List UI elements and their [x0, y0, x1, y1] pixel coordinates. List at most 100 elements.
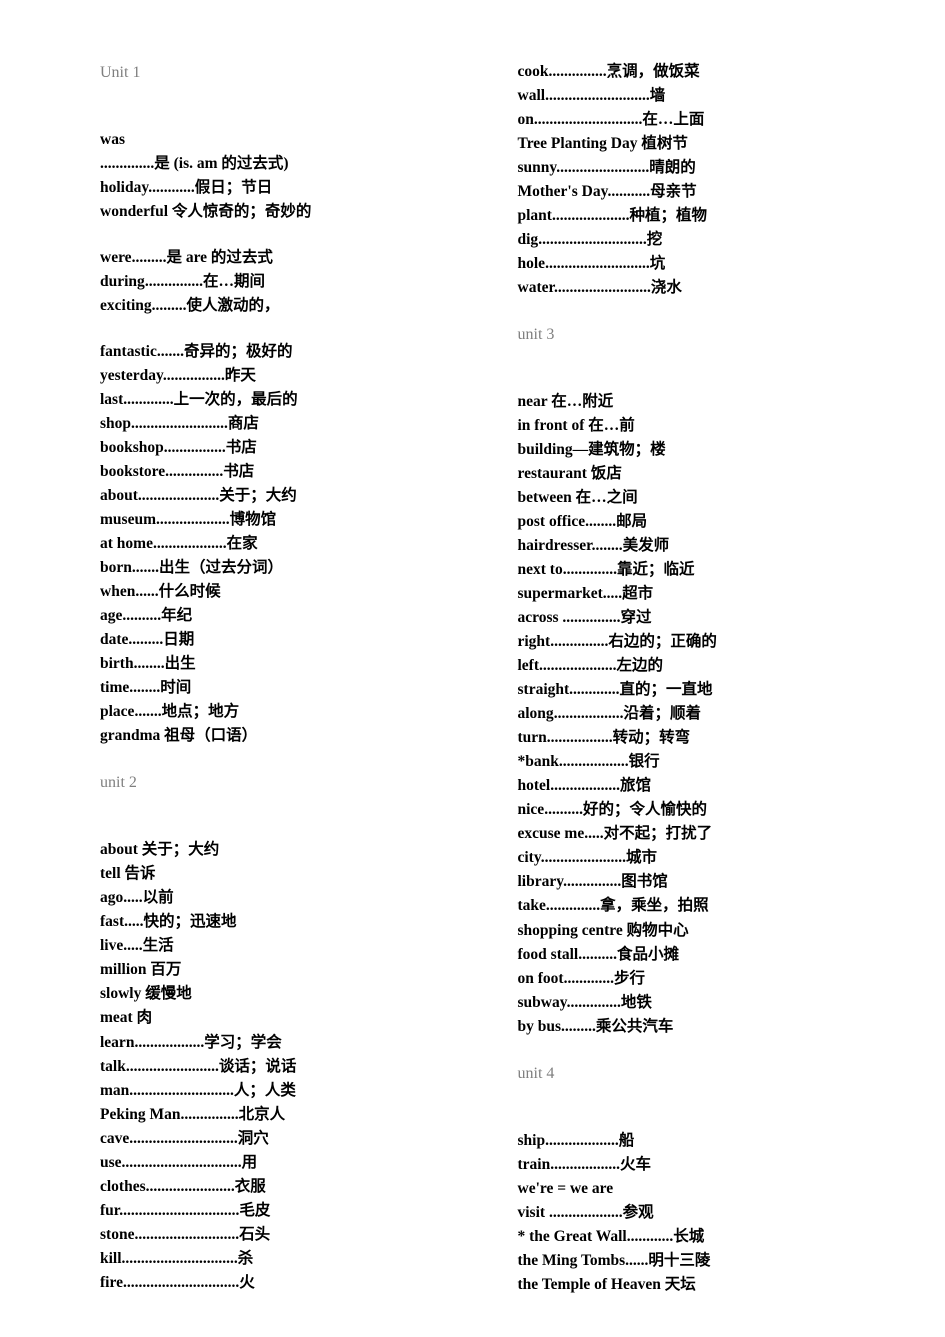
dots: ............................... [119, 1202, 239, 1219]
dots: ........ [585, 513, 616, 530]
vocab-word: along [518, 705, 554, 722]
spacer [100, 318, 478, 340]
vocab-definition: 百万 [150, 961, 181, 978]
dots: — [573, 441, 589, 458]
dots: .................... [552, 207, 630, 224]
vocab-entry: Peking Man...............北京人 [100, 1103, 478, 1127]
dots: ......................... [131, 415, 228, 432]
vocab-definition: 购物中心 [627, 922, 689, 939]
vocab-definition: 书店 [226, 439, 257, 456]
vocab-definition: 美发师 [623, 537, 670, 554]
dots: ..... [584, 825, 603, 842]
vocab-entry: fantastic.......奇异的；极好的 [100, 340, 478, 364]
vocab-definition: 肉 [137, 1009, 153, 1026]
vocab-entry: cave............................洞穴 [100, 1127, 478, 1151]
vocab-definition: 长城 [673, 1228, 704, 1245]
dots: ............ [148, 179, 195, 196]
dots: ............... [181, 1106, 239, 1123]
vocab-word: time [100, 679, 129, 696]
dots: ............. [564, 970, 614, 987]
vocab-entry: fur...............................毛皮 [100, 1199, 478, 1223]
vocab-entry: library...............图书馆 [518, 870, 896, 894]
vocab-definition: 北京人 [239, 1106, 286, 1123]
vocab-entry: kill..............................杀 [100, 1247, 478, 1271]
vocab-word: straight [518, 681, 570, 698]
dots: ........ [134, 655, 165, 672]
vocab-definition: 乘公共汽车 [596, 1018, 674, 1035]
unit-header: Unit 1 [100, 64, 478, 82]
vocab-entry: straight.............直的；一直地 [518, 678, 896, 702]
dots: ........................... [545, 255, 650, 272]
vocab-word: wonderful [100, 203, 168, 220]
dots: .................. [134, 1034, 204, 1051]
vocab-word: fire [100, 1274, 123, 1291]
spacer [518, 1039, 896, 1061]
vocab-entry: exciting.........使人激动的， [100, 294, 478, 318]
dots: ..................... [138, 487, 219, 504]
vocab-word: exciting [100, 297, 152, 314]
vocab-word: when [100, 583, 135, 600]
vocab-definition: 在家 [227, 535, 258, 552]
vocab-entry: when......什么时候 [100, 580, 478, 604]
vocab-word: about [100, 487, 138, 504]
vocab-entry: holiday............假日；节日 [100, 176, 478, 200]
vocab-word: turn [518, 729, 547, 746]
vocab-definition: 挖 [647, 231, 663, 248]
vocab-entry: left....................左边的 [518, 654, 896, 678]
vocab-definition: 是 are 的过去式 [166, 249, 272, 266]
dots: ...... [135, 583, 158, 600]
vocab-entry: nice..........好的；令人愉快的 [518, 798, 896, 822]
spacer [100, 224, 478, 246]
vocab-definition: 左边的 [617, 657, 664, 674]
spacer [518, 368, 896, 390]
vocab-entry: fast.....快的；迅速地 [100, 910, 478, 934]
dots: ........................... [134, 1226, 239, 1243]
dots: ............. [123, 391, 173, 408]
vocab-word: nice [518, 801, 545, 818]
vocab-word: was [100, 131, 125, 148]
vocab-entry: supermarket.....超市 [518, 582, 896, 606]
vocab-definition: 关于；大约 [142, 841, 220, 858]
vocab-definition: 坑 [650, 255, 666, 272]
vocab-definition: 在…上面 [642, 111, 704, 128]
vocab-word: excuse me [518, 825, 585, 842]
dots: .................. [550, 777, 620, 794]
vocab-definition: 日期 [163, 631, 194, 648]
vocab-definition: 洞穴 [238, 1130, 269, 1147]
dots: ............... [549, 63, 607, 80]
vocab-word: * the Great Wall [518, 1228, 627, 1245]
vocab-definition: 浇水 [651, 279, 682, 296]
dots: .......... [544, 801, 583, 818]
vocab-definition: 墙 [650, 87, 666, 104]
vocab-word: talk [100, 1058, 126, 1075]
vocab-word: last [100, 391, 123, 408]
dots: .................. [554, 705, 624, 722]
dots: ............ [627, 1228, 674, 1245]
vocab-entry: along..................沿着；顺着 [518, 702, 896, 726]
vocab-word: dig [518, 231, 539, 248]
vocab-entry: born.......出生（过去分词） [100, 556, 478, 580]
vocab-definition: 令人惊奇的；奇妙的 [172, 203, 312, 220]
vocab-definition: 商店 [228, 415, 259, 432]
vocab-entry: next to..............靠近；临近 [518, 558, 896, 582]
vocab-word: Tree Planting Day [518, 135, 638, 152]
vocab-definition: 以前 [143, 889, 174, 906]
dots: ............... [562, 609, 620, 626]
spacer [100, 816, 478, 838]
dots: ............. [569, 681, 619, 698]
vocab-entry: shopping centre 购物中心 [518, 919, 896, 943]
vocab-definition: 在…附近 [551, 393, 613, 410]
vocab-definition: 靠近；临近 [617, 561, 695, 578]
vocab-word: plant [518, 207, 552, 224]
vocab-entry: about 关于；大约 [100, 838, 478, 862]
vocab-definition: 直的；一直地 [620, 681, 713, 698]
vocab-word: grandma [100, 727, 160, 744]
vocab-entry: use...............................用 [100, 1151, 478, 1175]
dots: ........................... [545, 87, 650, 104]
vocab-entry: wonderful 令人惊奇的；奇妙的 [100, 200, 478, 224]
vocab-word: subway [518, 994, 567, 1011]
vocab-definition: 银行 [629, 753, 660, 770]
vocab-entry: Tree Planting Day 植树节 [518, 132, 896, 156]
vocab-word: supermarket [518, 585, 603, 602]
vocab-entry: talk........................谈话；说话 [100, 1055, 478, 1079]
